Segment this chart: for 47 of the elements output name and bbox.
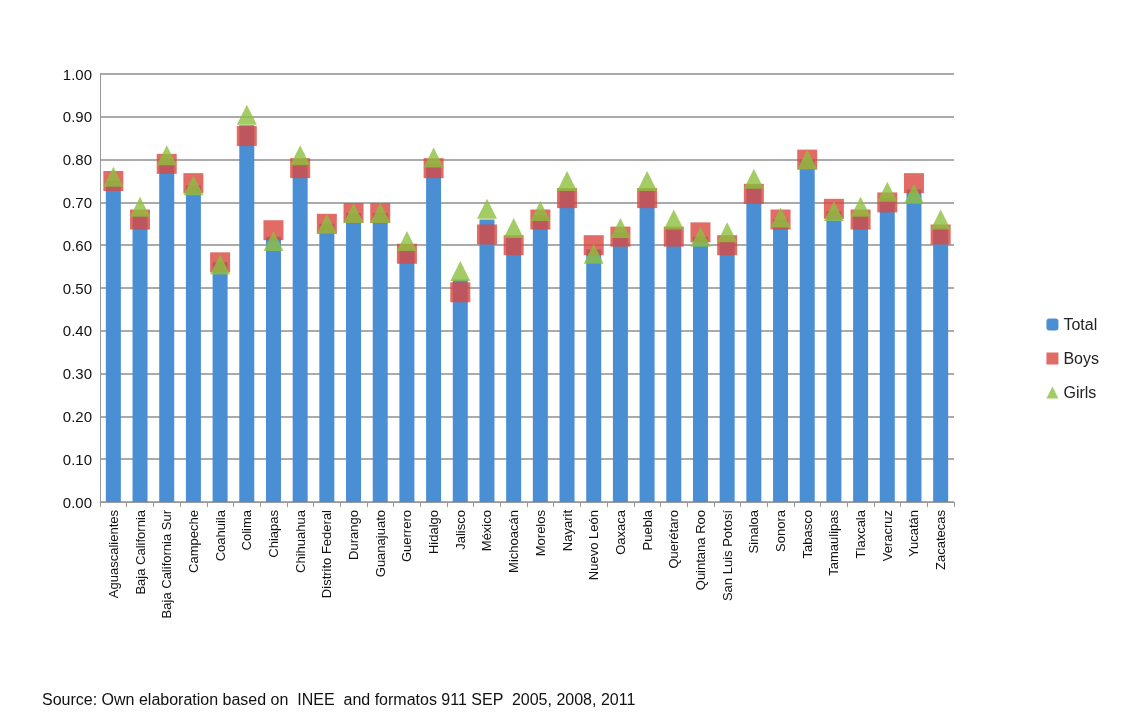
source-note: Source: Own elaboration based on INEE and formatos 911 SEP 2005, 2008, 2011 (42, 690, 636, 708)
x-tick-label: Morelos (532, 509, 548, 557)
legend-label: Girls (1063, 384, 1097, 401)
x-tick-label: Campeche (185, 510, 201, 573)
y-tick-label: 0.50 (62, 279, 92, 297)
x-tick-label: Chihuahua (292, 509, 308, 573)
y-tick-label: 0.40 (62, 322, 92, 340)
x-tick-label: Michoacán (506, 510, 522, 573)
y-tick-label: 0.10 (62, 450, 92, 468)
y-tick-label: 0.80 (62, 151, 92, 169)
x-tick-label: Distrito Federal (319, 509, 335, 599)
x-tick-label: Sonora (773, 509, 789, 552)
x-tick-label: Colima (239, 509, 255, 551)
x-tick-label: San Luis Potosí (719, 509, 735, 602)
x-tick-label: Yucatán (906, 510, 922, 557)
y-tick-label: 0.90 (62, 108, 92, 126)
y-tick-label: 0.00 (62, 493, 92, 511)
x-tick-label: Hidalgo (426, 510, 442, 555)
x-tick-label: Puebla (639, 509, 655, 551)
x-tick-label: Nayarit (559, 509, 575, 552)
x-tick-label: Coahuila (212, 509, 228, 562)
y-tick-label: 1.00 (62, 65, 92, 83)
x-tick-label: Tabasco (799, 510, 815, 559)
x-tick-label: Guerrero (399, 510, 415, 563)
y-tick-label: 0.30 (62, 365, 92, 383)
x-tick-label: Oaxaca (612, 509, 628, 555)
x-tick-label: Tlaxcala (853, 509, 869, 559)
x-tick-label: México (479, 510, 495, 552)
x-tick-label: Chiapas (265, 509, 281, 558)
x-tick-label: Veracruz (879, 510, 895, 562)
x-tick-label: Baja California (132, 509, 148, 595)
legend-label: Total (1063, 316, 1098, 333)
x-tick-label: Sinaloa (746, 509, 762, 554)
x-tick-label: Guanajuato (372, 510, 388, 578)
x-tick-label: Zacatecas (933, 509, 949, 570)
x-tick-label: Durango (346, 510, 362, 560)
y-tick-label: 0.60 (62, 236, 92, 254)
x-tick-label: Jalisco (452, 510, 468, 550)
legend-label: Boys (1063, 350, 1100, 367)
x-tick-label: Aguascalientes (105, 509, 121, 599)
x-tick-label: Tamaulipas (826, 509, 842, 576)
y-tick-label: 0.70 (62, 193, 92, 211)
x-tick-label: Baja California Sur (159, 509, 175, 619)
x-tick-label: Querétaro (666, 510, 682, 569)
x-tick-label: Nuevo León (586, 510, 602, 581)
x-tick-label: Quintana Roo (692, 510, 708, 591)
y-tick-label: 0.20 (62, 407, 92, 425)
